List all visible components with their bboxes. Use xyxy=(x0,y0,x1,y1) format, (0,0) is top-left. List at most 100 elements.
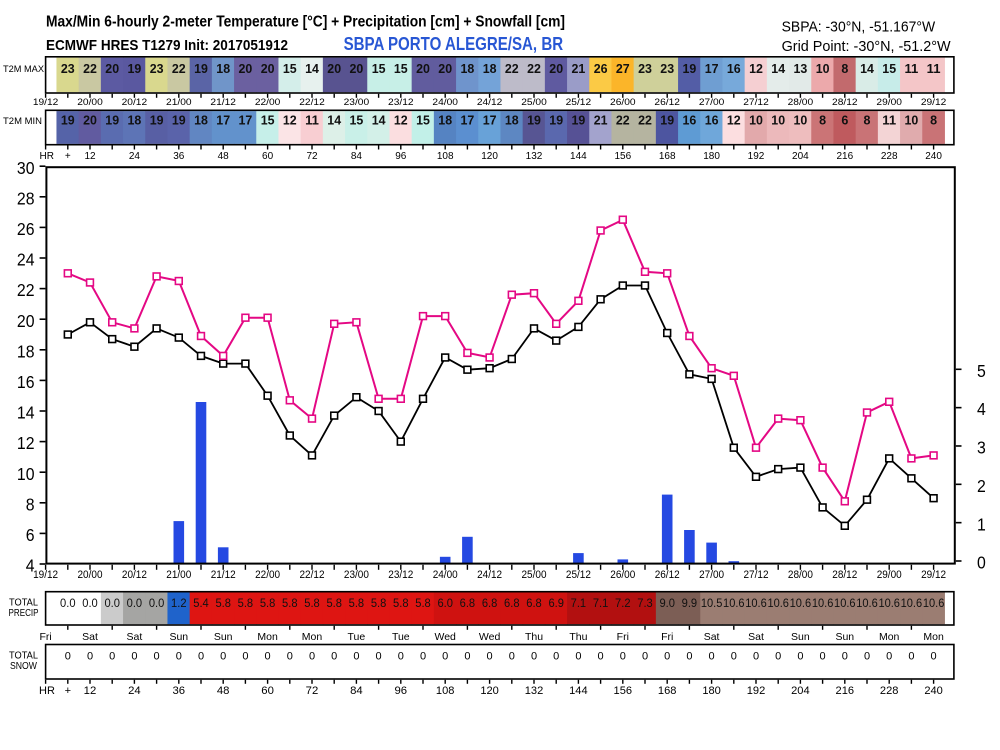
svg-text:0: 0 xyxy=(220,651,226,663)
svg-text:4: 4 xyxy=(26,556,35,576)
svg-text:21/00: 21/00 xyxy=(166,569,191,581)
svg-text:18: 18 xyxy=(128,114,142,128)
svg-text:22: 22 xyxy=(505,62,519,76)
svg-text:10.6: 10.6 xyxy=(901,598,923,610)
svg-text:27/00: 27/00 xyxy=(699,569,724,581)
svg-text:20: 20 xyxy=(261,62,275,76)
svg-text:0.0: 0.0 xyxy=(104,598,120,610)
svg-text:72: 72 xyxy=(306,151,318,162)
svg-text:6.9: 6.9 xyxy=(548,598,564,610)
svg-text:1.2: 1.2 xyxy=(171,598,187,610)
svg-text:0: 0 xyxy=(575,651,581,663)
svg-text:192: 192 xyxy=(747,685,766,697)
svg-text:5.8: 5.8 xyxy=(238,598,254,610)
svg-text:10: 10 xyxy=(771,114,785,128)
svg-text:22: 22 xyxy=(17,280,35,300)
svg-text:10: 10 xyxy=(17,464,35,484)
svg-text:19: 19 xyxy=(61,114,75,128)
svg-text:TOTAL: TOTAL xyxy=(9,597,38,608)
svg-text:5.8: 5.8 xyxy=(304,598,320,610)
svg-text:144: 144 xyxy=(570,151,587,162)
svg-text:+: + xyxy=(65,151,71,162)
svg-text:27: 27 xyxy=(616,62,630,76)
svg-text:19: 19 xyxy=(683,62,697,76)
svg-text:27/12: 27/12 xyxy=(743,97,769,107)
svg-text:HR: HR xyxy=(39,685,55,697)
svg-text:27/00: 27/00 xyxy=(699,97,725,107)
svg-text:24/12: 24/12 xyxy=(477,569,502,581)
svg-text:5.8: 5.8 xyxy=(371,598,387,610)
svg-text:180: 180 xyxy=(702,685,721,697)
svg-text:19: 19 xyxy=(105,114,119,128)
svg-text:TOTAL: TOTAL xyxy=(9,651,38,662)
svg-text:0: 0 xyxy=(509,651,515,663)
svg-text:8: 8 xyxy=(930,114,937,128)
svg-text:0: 0 xyxy=(287,651,293,663)
svg-text:26: 26 xyxy=(594,62,608,76)
svg-text:22/12: 22/12 xyxy=(300,569,325,581)
svg-text:20/12: 20/12 xyxy=(122,97,148,107)
svg-text:23/00: 23/00 xyxy=(344,97,370,107)
svg-text:10.6: 10.6 xyxy=(790,598,812,610)
svg-text:12: 12 xyxy=(84,151,96,162)
svg-text:12: 12 xyxy=(727,114,741,128)
svg-text:0: 0 xyxy=(642,651,648,663)
svg-text:0.0: 0.0 xyxy=(82,598,98,610)
svg-text:5.8: 5.8 xyxy=(393,598,409,610)
svg-text:16: 16 xyxy=(727,62,741,76)
svg-text:18: 18 xyxy=(505,114,519,128)
svg-text:21/00: 21/00 xyxy=(166,97,192,107)
svg-text:T2M MAX: T2M MAX xyxy=(3,64,44,74)
svg-text:29/00: 29/00 xyxy=(876,97,902,107)
svg-text:0.0: 0.0 xyxy=(127,598,143,610)
svg-text:11: 11 xyxy=(882,114,896,128)
svg-text:60: 60 xyxy=(261,685,274,697)
svg-text:72: 72 xyxy=(306,685,319,697)
svg-text:18: 18 xyxy=(483,62,497,76)
svg-text:0: 0 xyxy=(331,651,337,663)
svg-text:30: 30 xyxy=(17,158,35,178)
svg-text:14: 14 xyxy=(372,114,386,128)
svg-text:Mon: Mon xyxy=(302,631,323,643)
svg-text:29/12: 29/12 xyxy=(921,97,947,107)
svg-text:0: 0 xyxy=(109,651,115,663)
svg-text:10.6: 10.6 xyxy=(745,598,767,610)
svg-text:5.8: 5.8 xyxy=(349,598,365,610)
svg-text:21: 21 xyxy=(572,62,586,76)
svg-text:24: 24 xyxy=(129,151,141,162)
svg-text:19: 19 xyxy=(128,62,142,76)
svg-text:14: 14 xyxy=(771,62,785,76)
svg-text:7.2: 7.2 xyxy=(615,598,631,610)
svg-text:19: 19 xyxy=(150,114,164,128)
svg-text:0: 0 xyxy=(531,651,537,663)
svg-text:0: 0 xyxy=(820,651,826,663)
svg-text:24: 24 xyxy=(128,685,141,697)
svg-text:18: 18 xyxy=(461,62,475,76)
svg-text:228: 228 xyxy=(880,685,899,697)
svg-text:132: 132 xyxy=(526,151,543,162)
svg-text:14: 14 xyxy=(17,403,35,423)
svg-text:Fri: Fri xyxy=(617,631,629,643)
svg-text:13: 13 xyxy=(794,62,808,76)
svg-text:9.9: 9.9 xyxy=(682,598,698,610)
svg-text:23/12: 23/12 xyxy=(388,569,413,581)
svg-text:10: 10 xyxy=(905,114,919,128)
svg-text:96: 96 xyxy=(395,685,408,697)
svg-text:28/12: 28/12 xyxy=(832,569,857,581)
svg-text:84: 84 xyxy=(350,685,363,697)
svg-text:22/12: 22/12 xyxy=(299,97,325,107)
svg-text:29/12: 29/12 xyxy=(921,569,946,581)
svg-text:168: 168 xyxy=(659,151,676,162)
svg-text:HR: HR xyxy=(40,151,54,162)
svg-text:20: 20 xyxy=(17,311,35,331)
svg-text:19/12: 19/12 xyxy=(33,569,58,581)
svg-text:12: 12 xyxy=(84,685,97,697)
svg-text:11: 11 xyxy=(305,114,319,128)
svg-text:28/00: 28/00 xyxy=(788,569,813,581)
svg-text:0: 0 xyxy=(154,651,160,663)
svg-text:Mon: Mon xyxy=(257,631,278,643)
svg-text:10: 10 xyxy=(794,114,808,128)
svg-text:Sat: Sat xyxy=(82,631,98,643)
svg-text:Mon: Mon xyxy=(923,631,944,643)
svg-text:3: 3 xyxy=(977,438,986,458)
